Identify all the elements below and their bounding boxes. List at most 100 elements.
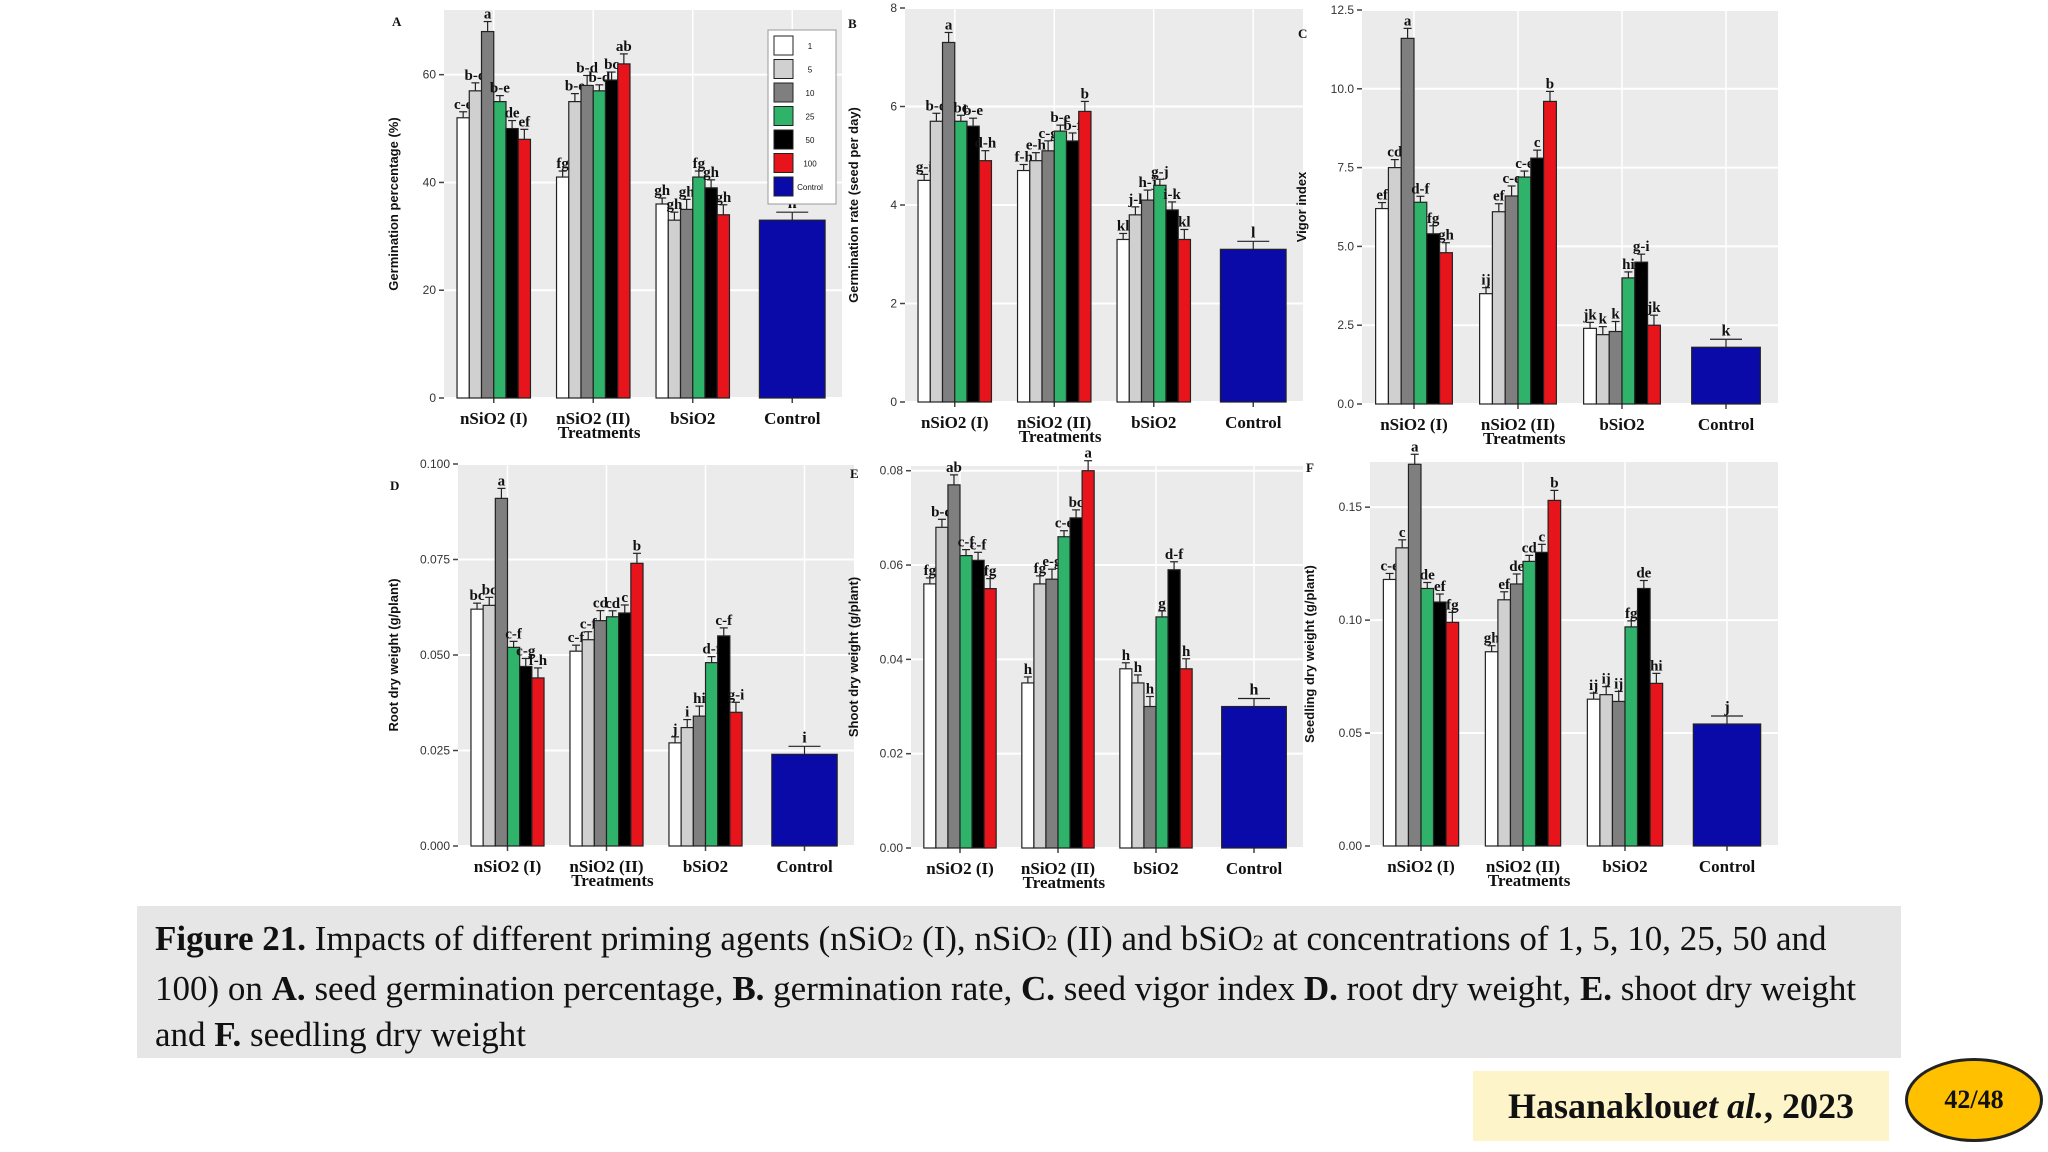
bar [1179,668,1193,849]
bar [1547,499,1562,847]
bar-letter-label: l [1251,224,1256,241]
bar [1053,130,1068,403]
bar-letter-label: f-h [1014,150,1033,166]
bar [1016,169,1031,403]
bar [568,101,582,399]
bar [1131,682,1145,849]
bar [716,214,731,399]
x-axis-label: Treatments [1483,429,1566,448]
bar-letter-label: b-f [1063,118,1082,134]
bar [618,612,632,847]
bar-letter-label: bc [470,588,485,604]
bar [555,176,570,399]
bar [1219,248,1287,403]
caption-text: seed germination percentage, [305,969,733,1008]
x-axis-label: Treatments [558,423,641,442]
x-tick-label: nSiO2 (II) [1017,413,1091,432]
bar-letter-label: b [1081,86,1089,102]
bar-letter-label: cd [1522,540,1538,556]
panel-letter: D [390,478,399,493]
bar-letter-label: ij [1481,273,1490,289]
y-tick-label: 0 [890,395,897,409]
bar [1057,536,1071,849]
bar-letter-label: d-f [1411,181,1430,197]
bar [1509,583,1524,847]
bar-letter-label: c-g [516,643,536,659]
bar-letter-label: fg [1446,597,1459,613]
legend-label: 100 [803,160,817,169]
bar-letter-label: d-f [1165,547,1184,563]
y-tick-label: 4 [890,198,897,212]
x-tick-label: nSiO2 (II) [1021,859,1095,878]
x-axis-label: Treatments [1019,427,1102,446]
y-tick-label: 0.025 [420,744,450,758]
bar [593,620,608,847]
bar [1041,150,1055,403]
caption-text: (II) and bSiO [1057,919,1253,958]
bar [1413,201,1428,405]
bar-letter-label: i-k [1163,187,1181,203]
bar [1504,195,1519,405]
x-tick-label: bSiO2 [1599,415,1644,434]
bar-letter-label: fg [924,563,937,579]
bar-letter-label: d-h [975,136,997,152]
y-tick-label: 0.15 [1339,500,1363,514]
bar-letter-label: fg [984,564,997,580]
caption-panel-label: B. [732,969,765,1008]
legend-label: Control [797,183,823,192]
bar [494,497,509,847]
caption-panel-label: E. [1579,969,1613,1008]
legend-swatch [773,153,794,173]
x-tick-label: nSiO2 (I) [1380,415,1448,434]
bar [680,726,694,847]
y-tick-label: 0.06 [880,558,904,572]
caption-panel-label: D. [1303,969,1338,1008]
bar-letter-label: bc [953,100,968,116]
bar [1692,723,1762,847]
caption-text: at concentrations of 1, 5, 10, 25, 50 an… [155,919,1827,1008]
bar-letter-label: k [1599,312,1608,328]
caption-text: Impacts of different priming agents (nSi… [306,919,903,958]
y-axis-label: Germination percentage (%) [386,117,401,290]
bar [704,187,718,399]
bar-letter-label: g-i [916,159,933,175]
bar [1479,293,1494,405]
bar-letter-label: fg [1034,561,1047,577]
bar-letter-label: c-g [1039,126,1059,142]
bar-letter-label: c-e [1380,558,1399,574]
caption-text: root dry weight, [1337,969,1580,1008]
bar [1691,346,1761,405]
bar [1522,560,1537,847]
bar [1484,651,1499,847]
bar-letter-label: ef [1493,189,1506,205]
x-tick-label: Control [1226,859,1283,878]
x-tick-label: bSiO2 [670,409,715,428]
bar-letter-label: b-e [1050,110,1070,126]
bar [531,677,545,847]
bar [580,84,594,399]
bar-letter-label: cd [605,596,621,612]
caption-text: germination rate, [764,969,1021,1008]
bar-letter-label: f-h [529,653,548,669]
y-tick-label: 12.5 [1331,3,1355,17]
y-axis-label: Germination rate (seed per day) [846,107,861,303]
bar-letter-label: b [1550,475,1558,491]
bar [729,711,743,847]
bar-letter-label: c [621,590,628,606]
panel-letter: A [392,14,402,29]
bar [935,526,949,849]
bar-letter-label: gh [715,190,732,206]
bar [1045,578,1059,849]
caption-text: seed vigor index [1055,969,1304,1008]
bar-letter-label: h [1146,682,1155,698]
bar-letter-label: k [1722,322,1731,339]
bar [978,160,993,403]
y-tick-label: 0.050 [420,648,450,662]
bar [1534,551,1549,847]
bar [1646,324,1661,405]
bar-letter-label: e-h [1026,138,1047,154]
bar [456,117,470,399]
y-tick-label: 60 [423,68,437,82]
caption-text: (I), nSiO [913,919,1047,958]
bar-letter-label: cd [593,596,609,612]
